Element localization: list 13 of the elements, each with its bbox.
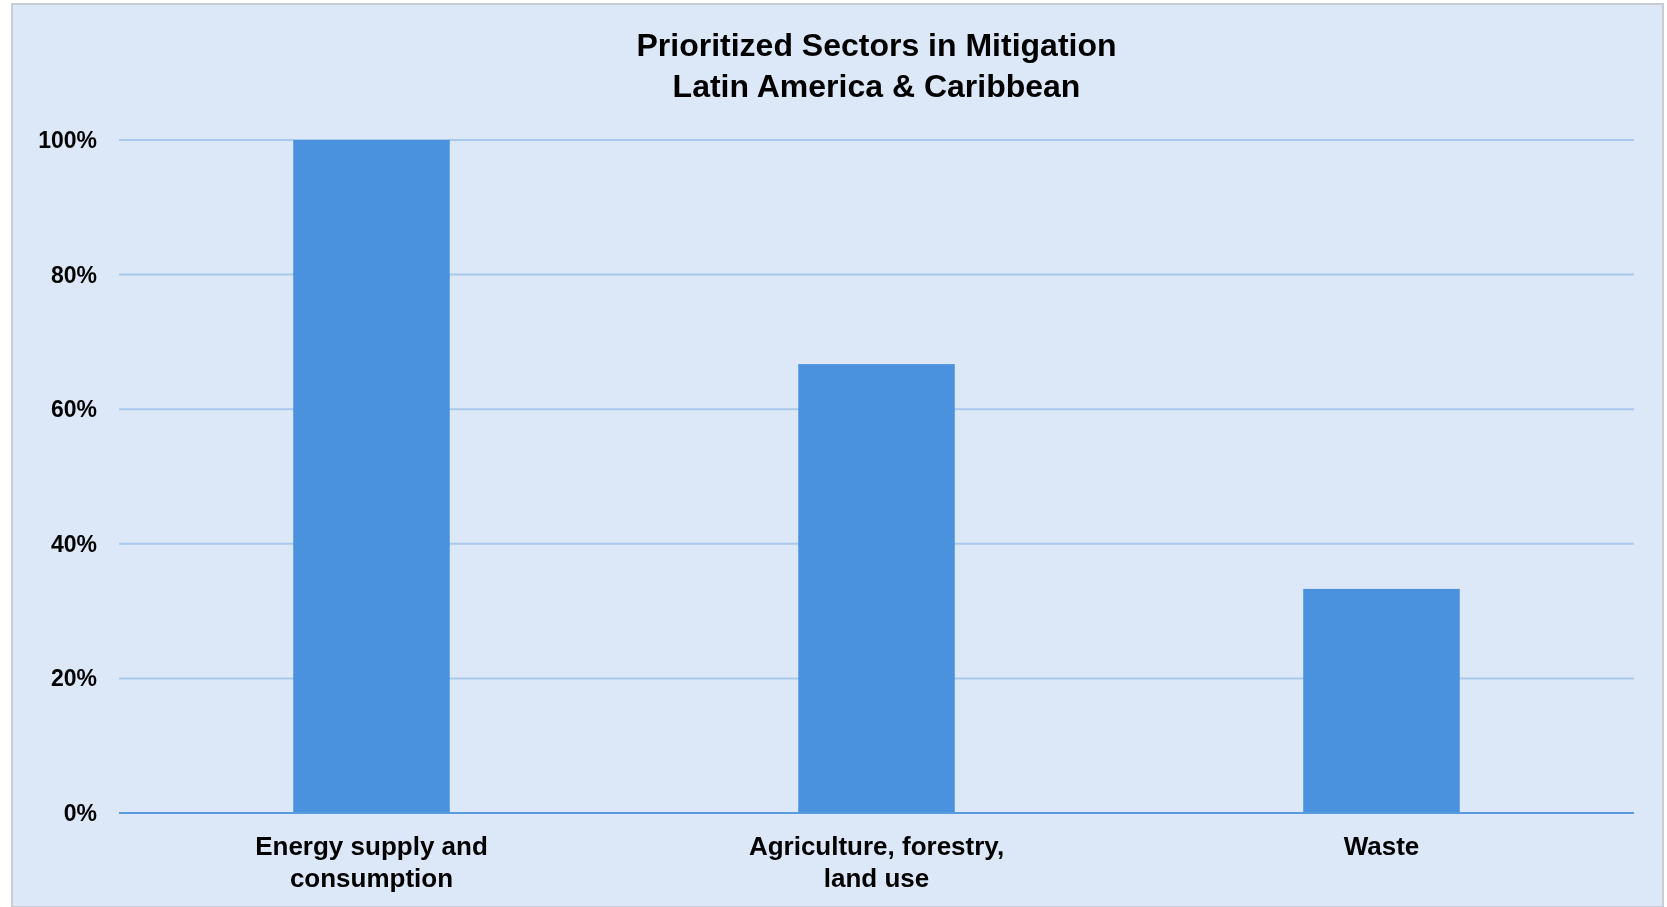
y-tick-label: 80% <box>50 261 97 288</box>
bar <box>293 140 450 813</box>
chart-title: Prioritized Sectors in Mitigation Latin America & Caribbean <box>636 27 1117 104</box>
x-tick-label: Waste <box>1343 831 1420 861</box>
x-tick-label: Agriculture, forestry, land use <box>748 831 1005 893</box>
x-tick-label: Energy supply and consumption <box>255 831 488 893</box>
y-tick-label: 40% <box>50 530 97 557</box>
y-tick-label: 20% <box>50 665 97 692</box>
y-tick-label: 100% <box>38 127 97 154</box>
bar <box>798 364 955 813</box>
bar <box>1303 588 1460 813</box>
y-tick-label: 60% <box>50 396 97 423</box>
y-tick-label: 0% <box>63 800 97 827</box>
